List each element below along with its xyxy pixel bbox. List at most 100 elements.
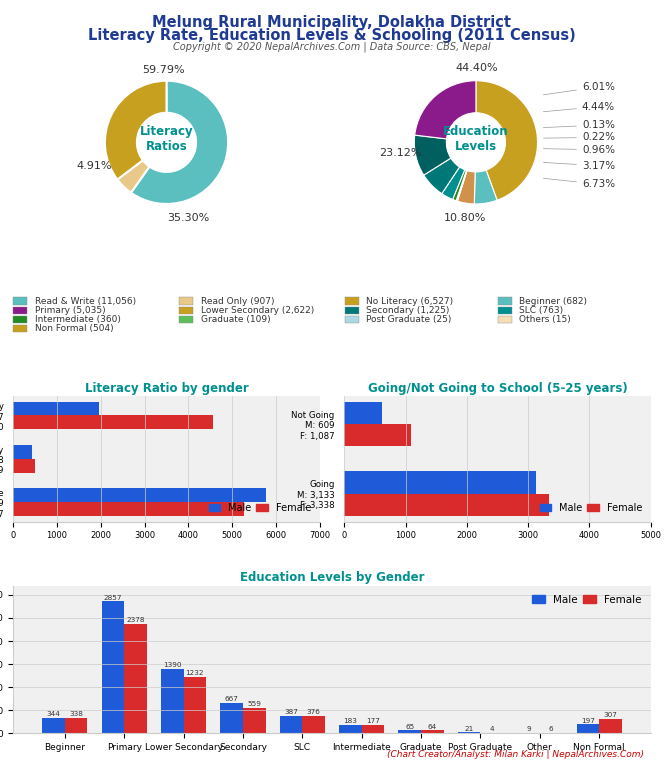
- Bar: [344, 402, 382, 424]
- Bar: [421, 730, 444, 733]
- Legend: Male, Female: Male, Female: [528, 591, 645, 609]
- Text: 64: 64: [428, 723, 437, 730]
- Text: Non Formal (504): Non Formal (504): [35, 324, 114, 333]
- Title: Going/Not Going to School (5-25 years): Going/Not Going to School (5-25 years): [368, 382, 627, 395]
- Text: 376: 376: [307, 709, 321, 715]
- Text: Graduate (109): Graduate (109): [201, 315, 270, 324]
- Text: Education
Levels: Education Levels: [443, 125, 509, 154]
- Bar: [498, 316, 512, 323]
- Text: 44.40%: 44.40%: [456, 64, 499, 74]
- Text: 4.91%: 4.91%: [76, 161, 112, 170]
- Wedge shape: [457, 170, 467, 201]
- Text: 183: 183: [343, 718, 357, 724]
- Bar: [13, 402, 99, 415]
- Title: Literacy Ratio by gender: Literacy Ratio by gender: [84, 382, 248, 395]
- Bar: [302, 716, 325, 733]
- Text: (Chart Creator/Analyst: Milan Karki | NepalArchives.Com): (Chart Creator/Analyst: Milan Karki | Ne…: [387, 750, 644, 759]
- Bar: [13, 415, 213, 429]
- Bar: [179, 297, 193, 305]
- Text: 3.17%: 3.17%: [543, 161, 615, 170]
- Text: 559: 559: [247, 700, 261, 707]
- Text: 307: 307: [604, 713, 618, 718]
- Text: 6: 6: [548, 727, 553, 733]
- Wedge shape: [131, 81, 228, 204]
- Bar: [13, 316, 27, 323]
- Bar: [65, 718, 88, 733]
- Bar: [13, 325, 27, 332]
- Bar: [344, 472, 537, 494]
- Bar: [13, 445, 32, 458]
- Text: Post Graduate (25): Post Graduate (25): [367, 315, 452, 324]
- Text: 6.01%: 6.01%: [543, 82, 615, 94]
- Wedge shape: [442, 167, 465, 200]
- Bar: [220, 703, 243, 733]
- Bar: [13, 306, 27, 314]
- Wedge shape: [456, 170, 467, 201]
- Text: 0.96%: 0.96%: [543, 144, 615, 154]
- Wedge shape: [474, 170, 497, 204]
- Text: 177: 177: [366, 718, 380, 724]
- Text: 21: 21: [465, 726, 474, 732]
- Text: 23.12%: 23.12%: [380, 148, 422, 158]
- Text: 1232: 1232: [186, 670, 204, 676]
- Bar: [243, 707, 266, 733]
- Text: Read & Write (11,056): Read & Write (11,056): [35, 296, 136, 306]
- Bar: [161, 669, 183, 733]
- Bar: [183, 677, 206, 733]
- Bar: [124, 624, 147, 733]
- Text: 2378: 2378: [126, 617, 145, 623]
- Bar: [42, 717, 65, 733]
- Bar: [498, 297, 512, 305]
- Legend: Male, Female: Male, Female: [536, 499, 646, 517]
- Text: 10.80%: 10.80%: [444, 213, 486, 223]
- Text: 0.22%: 0.22%: [543, 132, 615, 142]
- Legend: Male, Female: Male, Female: [205, 499, 315, 517]
- Text: 667: 667: [224, 696, 238, 702]
- Bar: [179, 306, 193, 314]
- Text: Primary (5,035): Primary (5,035): [35, 306, 106, 315]
- Bar: [102, 601, 124, 733]
- Text: Literacy Rate, Education Levels & Schooling (2011 Census): Literacy Rate, Education Levels & School…: [88, 28, 576, 44]
- Bar: [599, 720, 622, 733]
- Wedge shape: [453, 170, 466, 200]
- Text: Intermediate (360): Intermediate (360): [35, 315, 121, 324]
- Bar: [398, 730, 421, 733]
- Text: 387: 387: [284, 709, 298, 715]
- Text: Copyright © 2020 NepalArchives.Com | Data Source: CBS, Nepal: Copyright © 2020 NepalArchives.Com | Dat…: [173, 41, 491, 52]
- Text: Secondary (1,225): Secondary (1,225): [367, 306, 450, 315]
- Bar: [13, 502, 244, 516]
- Bar: [179, 316, 193, 323]
- Wedge shape: [457, 170, 475, 204]
- Bar: [13, 488, 266, 502]
- Text: No Literacy (6,527): No Literacy (6,527): [367, 296, 454, 306]
- Wedge shape: [415, 81, 476, 139]
- Bar: [345, 316, 359, 323]
- Bar: [345, 297, 359, 305]
- Text: 4: 4: [489, 727, 494, 733]
- Text: 197: 197: [581, 717, 595, 723]
- Text: 6.73%: 6.73%: [543, 178, 615, 189]
- Text: 1390: 1390: [163, 662, 181, 668]
- Text: 9: 9: [526, 727, 531, 732]
- Wedge shape: [105, 81, 167, 180]
- Text: Read Only (907): Read Only (907): [201, 296, 274, 306]
- Bar: [345, 306, 359, 314]
- Text: 59.79%: 59.79%: [142, 65, 185, 74]
- Text: Literacy
Ratios: Literacy Ratios: [139, 125, 193, 154]
- Bar: [339, 725, 362, 733]
- Title: Education Levels by Gender: Education Levels by Gender: [240, 571, 424, 584]
- Bar: [13, 297, 27, 305]
- Text: Beginner (682): Beginner (682): [519, 296, 588, 306]
- Bar: [13, 458, 35, 472]
- Bar: [280, 716, 302, 733]
- Text: 2857: 2857: [104, 594, 122, 601]
- Text: Others (15): Others (15): [519, 315, 571, 324]
- Text: 338: 338: [69, 711, 83, 717]
- Text: 35.30%: 35.30%: [167, 213, 209, 223]
- Text: 4.44%: 4.44%: [543, 101, 615, 111]
- Text: Melung Rural Municipality, Dolakha District: Melung Rural Municipality, Dolakha Distr…: [153, 15, 511, 31]
- Bar: [344, 424, 411, 446]
- Bar: [362, 725, 384, 733]
- Wedge shape: [414, 135, 451, 175]
- Wedge shape: [424, 158, 459, 194]
